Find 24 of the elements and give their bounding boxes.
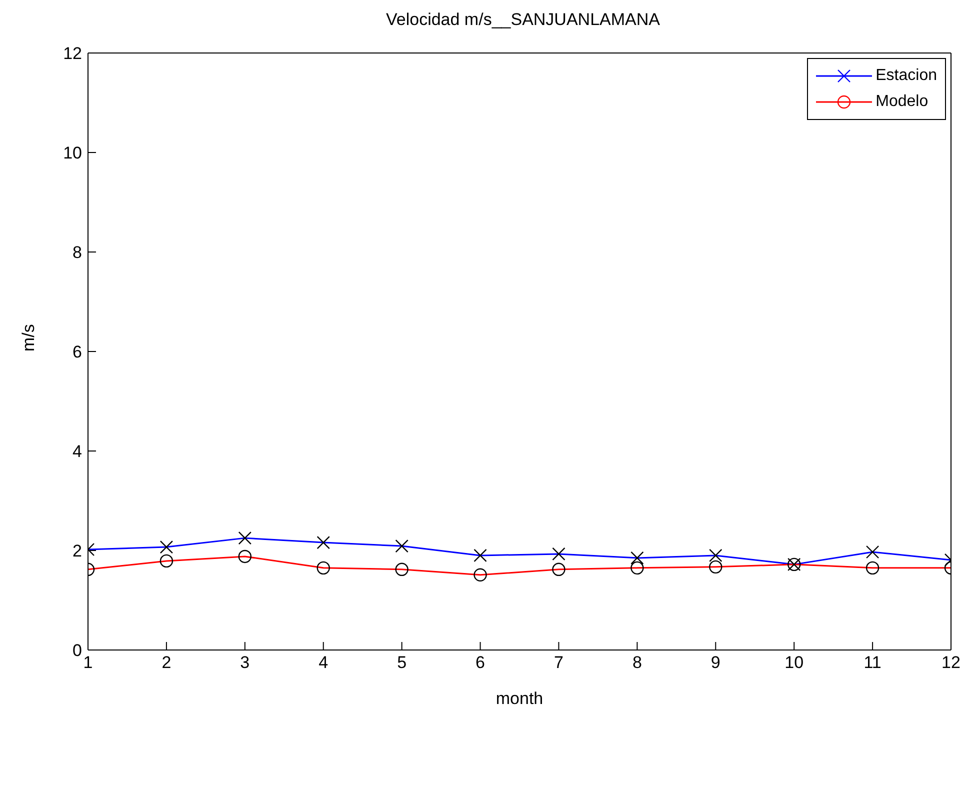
legend-label: Modelo: [876, 93, 928, 111]
x-tick-label: 8: [632, 653, 642, 672]
y-tick-label: 8: [72, 243, 82, 262]
x-tick-label: 3: [240, 653, 250, 672]
y-tick-label: 0: [72, 641, 82, 660]
y-tick-label: 10: [63, 144, 82, 163]
y-tick-label: 12: [63, 44, 82, 64]
x-axis-title: month: [496, 689, 544, 708]
x-tick-label: 10: [784, 653, 804, 672]
x-tick-label: 2: [162, 653, 172, 672]
x-tick-label: 5: [397, 653, 407, 672]
chart-title: Velocidad m/s__SANJUANLAMANA: [384, 10, 661, 30]
y-tick-label: 6: [72, 342, 82, 362]
y-axis-title: m/s: [19, 324, 38, 352]
x-tick-label: 7: [554, 653, 564, 672]
y-tick-label: 4: [72, 442, 82, 462]
x-tick-label: 9: [710, 653, 720, 672]
x-tick-label: 1: [83, 653, 93, 672]
x-tick-label: 6: [476, 653, 486, 672]
x-tick-label: 4: [318, 653, 328, 672]
legend-label: Estacion: [876, 67, 937, 85]
x-tick-label: 12: [942, 653, 960, 672]
y-tick-label: 2: [72, 542, 82, 561]
x-tick-label: 11: [864, 653, 882, 672]
